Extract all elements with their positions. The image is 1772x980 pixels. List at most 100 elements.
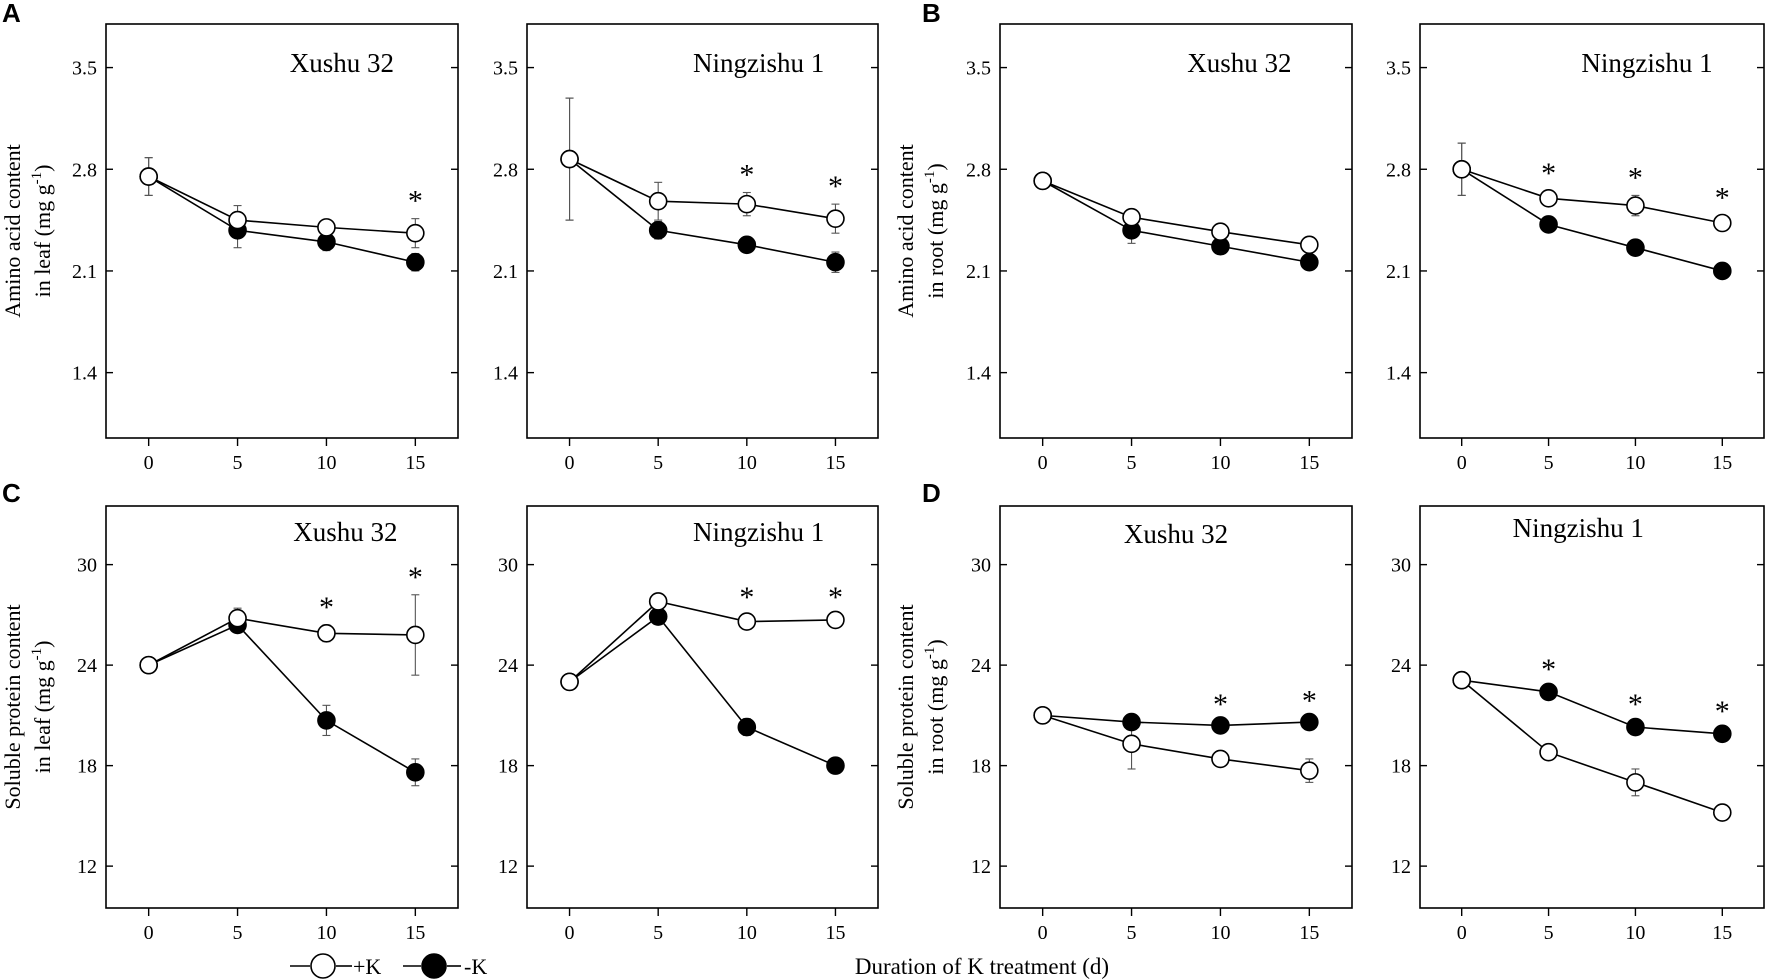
x-tick-label: 5 [653, 922, 663, 944]
y-tick-label: 3.5 [1386, 58, 1411, 80]
y-tick-label: 2.8 [72, 159, 97, 181]
x-tick-label: 0 [1457, 922, 1467, 944]
significance-marker: * [1541, 653, 1556, 686]
data-point-plus-k [560, 672, 579, 692]
series-line-minus-k [1042, 714, 1310, 727]
x-axis-title: Duration of K treatment (d) [855, 954, 1109, 979]
x-tick-label: 0 [565, 452, 575, 474]
y-tick-label: 30 [1391, 555, 1411, 577]
y-tick-label: 2.1 [966, 261, 991, 283]
y-axis-title: Soluble protein content in root (mg g-1) [893, 604, 948, 809]
significance-marker: * [408, 185, 423, 218]
series-line-minus-k [569, 615, 836, 767]
data-point-plus-k [139, 655, 158, 675]
significance-marker: * [319, 591, 334, 624]
data-point-plus-k [317, 623, 336, 643]
y-tick-label: 2.8 [493, 159, 518, 181]
x-tick-label: 10 [1210, 922, 1230, 944]
significance-marker: * [1541, 157, 1556, 190]
y-tick-label: 12 [498, 856, 518, 878]
chart-panel-5: 12 18 24 30 0 5 10 15 Ningzishu 1 * * [498, 505, 879, 944]
y-axis-title-line2: in root (mg g [923, 183, 948, 299]
significance-marker: * [828, 581, 843, 614]
series-line-plus-k [1042, 180, 1310, 246]
y-tick-label: 3.5 [493, 58, 518, 80]
y-tick-label: 18 [77, 756, 97, 778]
data-point-plus-k [406, 223, 425, 243]
x-tick-label: 5 [233, 452, 243, 474]
data-point-plus-k [826, 209, 845, 228]
data-point-plus-k [1300, 235, 1319, 255]
y-tick-label: 30 [498, 555, 518, 577]
significance-marker: * [739, 581, 754, 614]
y-tick-label: 2.1 [493, 261, 518, 283]
y-axis-title-line2: in leaf (mg g [30, 184, 55, 297]
chart-title: Xushu 32 [1124, 519, 1228, 549]
series-line-plus-k [148, 617, 416, 666]
x-tick-label: 15 [825, 922, 845, 944]
chart-panel-3: 1.4 2.1 2.8 3.5 0 5 10 15 Ningzishu 1 * * * [1386, 23, 1765, 474]
data-point-plus-k [560, 149, 579, 169]
x-tick-label: 15 [825, 452, 845, 474]
y-axis-title-line2: in root (mg g [923, 659, 948, 775]
x-tick-label: 5 [1127, 452, 1137, 474]
x-tick-label: 10 [316, 922, 336, 944]
x-tick-label: 0 [144, 452, 154, 474]
y-axis-title-superscript: -1 [29, 648, 45, 661]
y-axis-title-superscript: -1 [922, 171, 938, 184]
y-tick-label: 12 [77, 856, 97, 878]
legend-plus-k-marker [310, 953, 336, 979]
legend-minus-k-label: -K [464, 954, 487, 979]
chart-panel-6: 12 18 24 30 0 5 10 15 Xushu 32 Soluble protein co… [893, 505, 1353, 944]
data-point-minus-k [1713, 261, 1732, 281]
y-tick-label: 2.1 [72, 261, 97, 283]
series-line-plus-k [148, 175, 416, 234]
series-line-plus-k [569, 600, 836, 683]
y-tick-label: 18 [498, 756, 518, 778]
legend-plus-k-label: +K [353, 954, 381, 979]
y-tick-label: 24 [971, 655, 991, 677]
significance-marker: * [1715, 182, 1730, 215]
y-tick-label: 24 [498, 655, 518, 677]
plot-frame [999, 23, 1353, 439]
data-point-plus-k [1033, 171, 1052, 191]
data-point-plus-k [1211, 222, 1230, 242]
panel-letter-a: A [2, 0, 21, 28]
x-tick-label: 5 [1544, 922, 1554, 944]
chart-title: Xushu 32 [1187, 48, 1291, 78]
y-tick-label: 18 [971, 756, 991, 778]
y-tick-label: 2.1 [1386, 261, 1411, 283]
y-tick-label: 18 [1391, 756, 1411, 778]
x-tick-label: 15 [1712, 452, 1732, 474]
significance-marker: * [1628, 688, 1643, 721]
series-line-plus-k [1461, 168, 1723, 224]
data-point-plus-k [1626, 196, 1645, 215]
data-point-plus-k [1539, 742, 1558, 762]
y-axis-title-line2: in leaf (mg g [30, 660, 55, 773]
chart-title: Ningzishu 1 [1513, 513, 1644, 543]
data-point-plus-k [648, 191, 668, 211]
data-point-minus-k [1122, 712, 1141, 732]
x-tick-label: 0 [1457, 452, 1467, 474]
data-point-plus-k [648, 592, 668, 611]
x-tick-label: 10 [737, 922, 757, 944]
plot-frame [1419, 23, 1765, 439]
y-tick-label: 12 [971, 856, 991, 878]
y-axis-title-line1: Amino acid content [0, 144, 25, 318]
plot-frame [526, 505, 879, 909]
data-point-plus-k [1211, 749, 1230, 769]
data-point-plus-k [737, 194, 757, 214]
chart-panel-0: 1.4 2.1 2.8 3.5 0 5 10 15 Xushu 32 Amino acid con… [0, 23, 459, 474]
plot-frame [999, 505, 1353, 909]
y-tick-label: 3.5 [966, 58, 991, 80]
x-tick-label: 15 [1299, 922, 1319, 944]
x-tick-label: 0 [565, 922, 575, 944]
series-line-minus-k [569, 158, 836, 264]
y-axis-title-close: ) [30, 165, 55, 172]
plot-frame [105, 505, 459, 909]
y-tick-label: 24 [1391, 655, 1411, 677]
data-point-plus-k [317, 218, 336, 237]
data-point-minus-k [648, 220, 668, 240]
y-axis-title-superscript: -1 [922, 647, 938, 660]
